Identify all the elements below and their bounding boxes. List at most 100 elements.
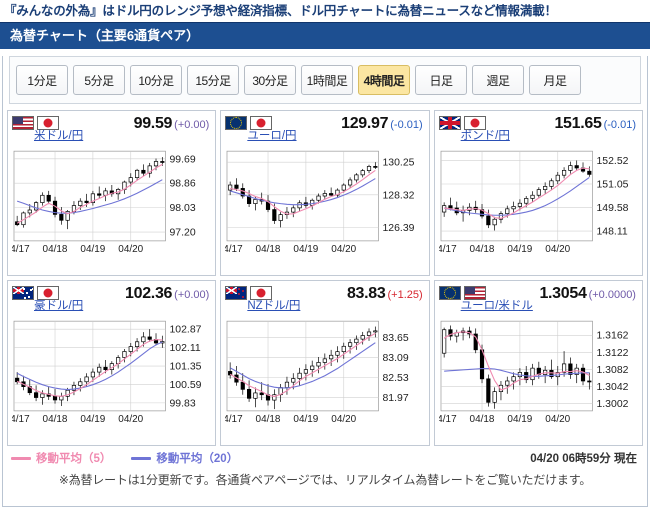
flag-us-icon (12, 116, 34, 130)
svg-text:04/17: 04/17 (225, 414, 243, 425)
pair-link[interactable]: ユーロ/米ドル (460, 300, 533, 312)
rate-change: (+0.00) (174, 119, 210, 131)
ma20-line-swatch (131, 456, 152, 460)
timeframe-button-5[interactable]: 1時間足 (301, 65, 353, 95)
chart-header: 102.36 (+0.00) (12, 285, 211, 319)
svg-text:04/20: 04/20 (545, 244, 570, 255)
timeframe-button-1[interactable]: 5分足 (73, 65, 125, 95)
svg-text:1.3002: 1.3002 (596, 399, 628, 410)
chart-panel-1: 129.97(-0.01)ユーロ/円 130.25 128.32 126.39 04/1… (220, 110, 430, 276)
rate-value: 99.59 (133, 115, 173, 132)
rate-change: (-0.01) (603, 119, 636, 131)
rate-change: (-0.01) (390, 119, 423, 131)
chart-header: 129.97 (-0.01) (225, 115, 424, 149)
flag-jp-icon (250, 116, 273, 130)
svg-text:04/20: 04/20 (332, 414, 357, 425)
pair-link[interactable]: 豪ドル/円 (34, 300, 84, 312)
flag-pair (12, 285, 59, 300)
content-panel: 1分足 5分足 10分足 15分足 30分足 1時間足 4時間足 日足 週足 月足 99.59 (+… (2, 56, 648, 507)
svg-text:1.3082: 1.3082 (596, 365, 628, 376)
rate-block: 151.65 (-0.01) (491, 115, 638, 133)
flag-jp-icon (250, 286, 273, 300)
timeframe-button-9[interactable]: 月足 (529, 65, 581, 95)
svg-text:101.35: 101.35 (169, 362, 201, 373)
svg-text:1.3122: 1.3122 (596, 348, 628, 359)
chart-header: 99.59 (+0.00) (12, 115, 211, 149)
svg-text:152.52: 152.52 (596, 156, 628, 167)
chart-header: 83.83 (+1.25) (225, 285, 424, 319)
chart-panel-4: 83.83(+1.25)NZドル/円83.6583.0982.5381.9704… (220, 280, 430, 446)
svg-text:128.32: 128.32 (383, 190, 415, 201)
flag-nz-icon (225, 286, 248, 300)
rate-block: 129.97 (-0.01) (277, 115, 424, 133)
chart-header: 151.65 (-0.01) (438, 115, 638, 149)
svg-text:04/17: 04/17 (225, 244, 243, 255)
candlestick-chart: 130.25 128.32 126.39 04/17 04/18 04/19 04/20 (225, 150, 415, 255)
footer-note: ※為替レートは1分更新です。各通貨ペアページでは、リアルタイム為替レートをご覧い… (58, 473, 592, 487)
svg-text:126.39: 126.39 (383, 223, 415, 234)
rate-block: 1.3054 (+0.0000) (491, 285, 638, 303)
timeframe-button-7[interactable]: 日足 (415, 65, 467, 95)
candlestick-chart: 83.65 83.09 82.53 81.97 04/17 04/18 04/19 04/20 (225, 320, 409, 425)
svg-text:81.97: 81.97 (383, 393, 409, 404)
timeframe-toolbar: 1分足 5分足 10分足 15分足 30分足 1時間足 4時間足 日足 週足 月足 (9, 56, 641, 104)
svg-text:151.05: 151.05 (596, 179, 628, 190)
rate-block: 83.83 (+1.25) (277, 285, 424, 303)
svg-text:04/20: 04/20 (118, 414, 143, 425)
svg-text:04/19: 04/19 (507, 244, 532, 255)
candlestick-chart: 152.52 151.05 149.58 148.11 04/17 04/18 04/19 0… (439, 150, 628, 255)
rate-value: 1.3054 (539, 285, 587, 302)
flag-pair (438, 285, 486, 300)
pair-link[interactable]: ポンド/円 (460, 130, 510, 142)
ma20-label: 移動平均（20） (156, 453, 239, 465)
timeframe-button-0[interactable]: 1分足 (16, 65, 68, 95)
chart-plot-area: 152.52 151.05 149.58 148.11 04/17 04/18 04/19 0… (439, 147, 638, 257)
rate-block: 99.59 (+0.00) (64, 115, 211, 133)
chart-grid: 99.59(+0.00)米ドル/円99.6998.8698.0397.2004/… (7, 110, 643, 446)
timeframe-button-8[interactable]: 週足 (472, 65, 524, 95)
svg-text:04/20: 04/20 (545, 414, 570, 425)
svg-text:82.53: 82.53 (383, 373, 409, 384)
flag-eu-icon (438, 286, 461, 300)
pair-link[interactable]: ユーロ/円 (247, 130, 297, 142)
pair-link[interactable]: 米ドル/円 (34, 130, 84, 142)
svg-text:04/20: 04/20 (332, 244, 357, 255)
legend-row: 移動平均（5） 移動平均（20） 04/20 06時59分 現在 (11, 449, 639, 467)
flag-pair (225, 285, 273, 300)
flag-eu-icon (225, 116, 248, 130)
svg-text:148.11: 148.11 (596, 227, 627, 238)
svg-text:04/17: 04/17 (439, 244, 457, 255)
svg-text:130.25: 130.25 (383, 158, 415, 169)
svg-text:102.87: 102.87 (169, 325, 201, 336)
rate-change: (+1.25) (387, 289, 423, 301)
timeframe-button-4[interactable]: 30分足 (244, 65, 296, 95)
timeframe-button-3[interactable]: 15分足 (187, 65, 239, 95)
svg-text:04/18: 04/18 (469, 244, 494, 255)
svg-text:04/18: 04/18 (43, 244, 68, 255)
svg-text:98.86: 98.86 (169, 179, 195, 190)
flag-jp-icon (37, 286, 59, 300)
timeframe-button-6[interactable]: 4時間足 (358, 65, 410, 95)
chart-plot-area: 99.69 98.86 98.03 97.20 04/17 04/18 04/19 04/20 (12, 147, 211, 257)
candlestick-chart: 99.69 98.86 98.03 97.20 04/17 04/18 04/19 04/20 (12, 150, 196, 255)
rate-change: (+0.0000) (588, 289, 636, 301)
chart-plot-area: 130.25 128.32 126.39 04/17 04/18 04/19 04/20 (225, 147, 424, 257)
svg-text:04/19: 04/19 (294, 244, 319, 255)
flag-jp-icon (37, 116, 59, 130)
pair-link[interactable]: NZドル/円 (247, 300, 301, 312)
svg-text:04/20: 04/20 (118, 244, 143, 255)
svg-text:04/19: 04/19 (80, 414, 105, 425)
svg-text:98.03: 98.03 (169, 203, 195, 214)
legend-ma5: 移動平均（5） (11, 450, 111, 466)
svg-text:04/17: 04/17 (12, 414, 30, 425)
chart-plot-area: 1.3162 1.3122 1.3082 1.3042 1.3002 04/17 04/18… (439, 317, 638, 427)
svg-text:102.11: 102.11 (169, 343, 200, 354)
svg-text:97.20: 97.20 (169, 228, 195, 239)
chart-panel-3: 102.36 (+0.00) 豪ドル/円 102.87 102.11 101.35 100.… (7, 280, 217, 446)
candlestick-chart: 1.3162 1.3122 1.3082 1.3042 1.3002 04/17 04/18… (439, 320, 628, 425)
flag-pair (438, 115, 486, 130)
flag-us-icon (463, 286, 486, 300)
ma5-label: 移動平均（5） (36, 453, 112, 465)
svg-text:1.3042: 1.3042 (596, 382, 628, 393)
timeframe-button-2[interactable]: 10分足 (130, 65, 182, 95)
